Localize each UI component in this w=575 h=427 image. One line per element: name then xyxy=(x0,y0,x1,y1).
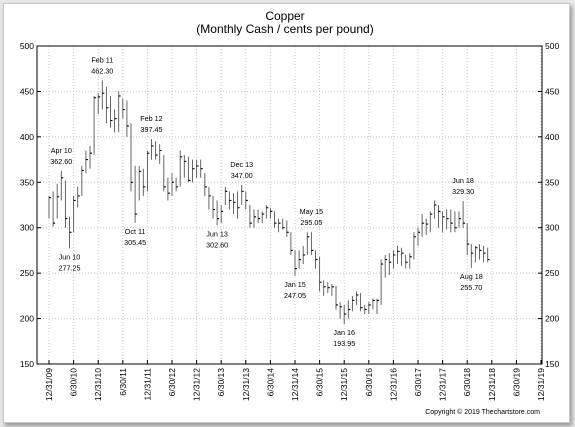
x-tick-label: 6/30/11 xyxy=(118,368,128,396)
annotation-value: 397.45 xyxy=(141,125,163,134)
x-tick-label: 6/30/14 xyxy=(265,368,275,397)
y-tick-label-right: 250 xyxy=(545,268,559,278)
y-tick-label-right: 300 xyxy=(545,223,559,233)
y-tick-label-left: 200 xyxy=(20,314,34,324)
x-tick-label: 6/30/19 xyxy=(511,368,521,397)
annotation-value: 193.95 xyxy=(333,339,355,348)
x-tick-label: 6/30/15 xyxy=(315,368,325,397)
annotation-value: 362.60 xyxy=(50,157,72,166)
x-tick-label: 6/30/10 xyxy=(69,368,79,397)
annotation-value: 329.30 xyxy=(452,187,474,196)
x-tick-label: 12/31/17 xyxy=(438,368,448,401)
annotation-date: Dec 13 xyxy=(230,160,253,169)
annotation-date: Aug 18 xyxy=(460,272,483,281)
x-tick-label: 12/31/16 xyxy=(388,368,398,401)
ohlc-series xyxy=(48,80,490,325)
annotation-date: Feb 12 xyxy=(140,114,162,123)
annotation-value: 302.60 xyxy=(206,240,228,249)
y-tick-label-left: 500 xyxy=(20,41,34,51)
chart-frame xyxy=(3,3,570,423)
annotation-date: Jan 15 xyxy=(284,280,306,289)
y-tick-label-right: 200 xyxy=(545,314,559,324)
annotation-value: 295.05 xyxy=(300,218,322,227)
chart-subtitle: (Monthly Cash / cents per pound) xyxy=(196,22,373,36)
annotation-value: 347.00 xyxy=(231,171,253,180)
y-axis-left: 150 200 250 300 350 400 450 500 xyxy=(20,41,41,369)
annotation-date: Oct 11 xyxy=(125,227,146,236)
chart-title: Copper xyxy=(265,9,304,23)
grid xyxy=(37,46,542,364)
copyright-text: Copyright © 2019 Thechartstore.com xyxy=(425,408,540,416)
y-tick-label-left: 400 xyxy=(20,132,34,142)
x-tick-label: 12/31/14 xyxy=(290,368,300,401)
plot-area-border xyxy=(36,45,543,365)
y-tick-label-right: 450 xyxy=(545,86,559,96)
annotation-date: Jun 10 xyxy=(59,252,81,261)
x-tick-label: 6/30/18 xyxy=(462,368,472,397)
x-tick-label: 12/31/19 xyxy=(536,368,546,401)
annotation-date: Feb 11 xyxy=(91,55,113,64)
y-axis-right: 150 200 250 300 350 400 450 500 xyxy=(538,41,559,369)
x-tick-label: 6/30/12 xyxy=(167,368,177,397)
y-tick-label-right: 400 xyxy=(545,132,559,142)
annotation-date: Jun 18 xyxy=(452,176,474,185)
annotation-date: May 15 xyxy=(300,207,324,216)
x-tick-label: 12/31/13 xyxy=(241,368,251,401)
annotation-date: Apr 10 xyxy=(51,146,72,155)
y-tick-label-left: 300 xyxy=(20,223,34,233)
annotation-date: Jun 13 xyxy=(206,229,228,238)
x-tick-label: 12/31/12 xyxy=(192,368,202,401)
y-tick-label-left: 450 xyxy=(20,86,34,96)
x-axis: 12/31/09 6/30/10 12/31/10 6/30/11 12/31/11 6/… xyxy=(44,360,546,401)
annotation-value: 462.30 xyxy=(91,66,113,75)
annotation-value: 277.25 xyxy=(59,263,81,272)
x-tick-label: 12/31/11 xyxy=(142,368,152,401)
x-tick-label: 12/31/09 xyxy=(44,368,54,401)
annotation-value: 305.45 xyxy=(124,238,146,247)
x-tick-label: 6/30/13 xyxy=(216,368,226,397)
x-tick-label: 12/31/18 xyxy=(487,368,497,401)
y-tick-label-left: 250 xyxy=(20,268,34,278)
y-tick-label-left: 350 xyxy=(20,177,34,187)
x-tick-label: 12/31/15 xyxy=(339,368,349,401)
x-tick-label: 12/31/10 xyxy=(93,368,103,401)
annotations: Apr 10 362.60 Jun 10 277.25 Feb 11 462.30 Oct … xyxy=(50,55,482,348)
x-tick-label: 6/30/17 xyxy=(413,368,423,397)
y-tick-label-right: 500 xyxy=(545,41,559,51)
y-tick-label-right: 150 xyxy=(545,359,559,369)
y-tick-label-right: 350 xyxy=(545,177,559,187)
annotation-value: 255.70 xyxy=(460,283,482,292)
annotation-date: Jan 16 xyxy=(333,328,355,337)
x-tick-label: 6/30/16 xyxy=(364,368,374,397)
annotation-value: 247.05 xyxy=(284,291,306,300)
y-tick-label-left: 150 xyxy=(20,359,34,369)
